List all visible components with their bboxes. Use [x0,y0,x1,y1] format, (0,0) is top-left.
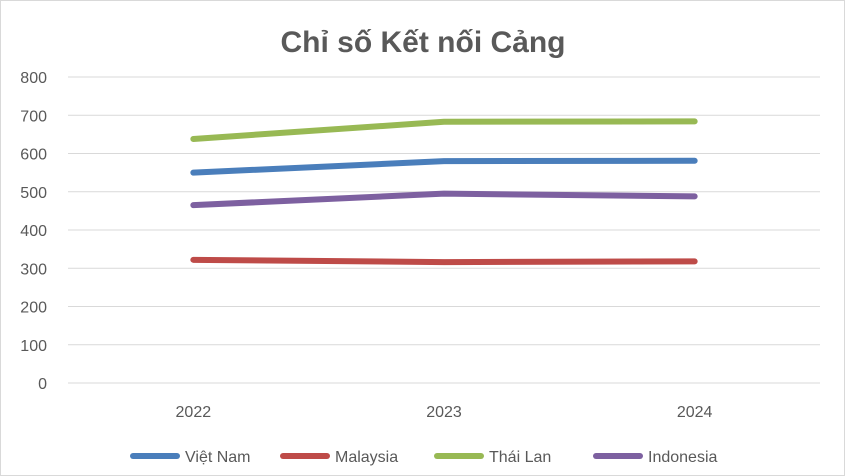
x-axis: 2022 2023 2024 [176,404,713,421]
y-tick-label: 200 [20,300,47,317]
y-tick-label: 500 [20,185,47,202]
y-tick-label: 100 [20,338,47,355]
y-tick-label: 700 [20,108,47,125]
x-tick-label: 2022 [176,404,212,421]
legend: Việt Nam Malaysia Thái Lan Indonesia [130,449,717,466]
chart-title: Chỉ số Kết nối Cảng [281,26,566,59]
x-tick-label: 2023 [426,404,462,421]
legend-label: Malaysia [335,449,398,466]
legend-label: Việt Nam [185,449,251,466]
series-line-1 [190,256,698,266]
y-axis: 0 100 200 300 400 500 600 700 800 [20,70,47,393]
y-tick-label: 400 [20,223,47,240]
legend-label: Thái Lan [489,449,551,466]
x-tick-label: 2024 [677,404,713,421]
series-lines [190,118,698,266]
y-tick-label: 800 [20,70,47,87]
series-line-3 [190,190,698,209]
y-tick-label: 0 [38,376,47,393]
series-line-0 [190,157,698,176]
y-tick-label: 300 [20,261,47,278]
legend-label: Indonesia [648,449,717,466]
y-tick-label: 600 [20,147,47,164]
series-line-2 [190,118,698,142]
